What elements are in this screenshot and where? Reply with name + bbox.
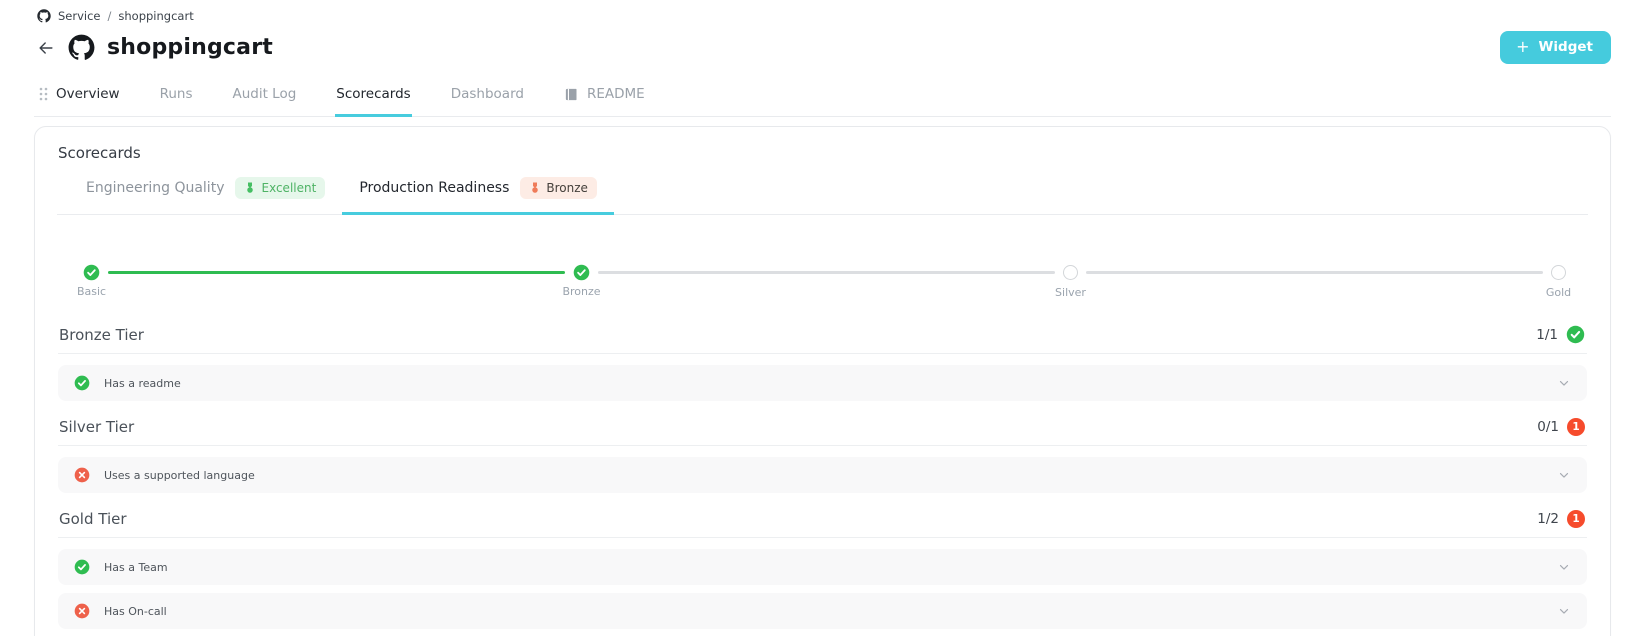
scorecards-card: Scorecards Engineering Quality Excellent… — [34, 126, 1611, 636]
tier-count: 1/2 — [1537, 511, 1559, 527]
rule-list: Has a readme — [58, 365, 1587, 401]
chevron-down-icon[interactable] — [1557, 376, 1571, 390]
rule-row-has-a-team[interactable]: Has a Team — [58, 549, 1587, 585]
subtab-production-readiness[interactable]: Production Readiness Bronze — [342, 167, 614, 215]
add-widget-button[interactable]: + Widget — [1500, 31, 1611, 64]
rule-row-uses-a-supported-language[interactable]: Uses a supported language — [58, 457, 1587, 493]
step-basic: Basic — [77, 264, 106, 298]
rule-row-has-a-readme[interactable]: Has a readme — [58, 365, 1587, 401]
step-bronze: Bronze — [562, 264, 601, 298]
tab-dashboard[interactable]: Dashboard — [450, 80, 525, 117]
rule-label: Has On-call — [104, 604, 167, 618]
bronze-badge-label: Bronze — [546, 181, 588, 195]
medal-icon — [529, 182, 541, 194]
back-button[interactable] — [36, 38, 56, 58]
page-title: shoppingcart — [107, 35, 273, 60]
rule-label: Uses a supported language — [104, 468, 255, 482]
tier-count: 0/1 — [1537, 419, 1559, 435]
tier-section-silver: Silver Tier 0/1 1 Uses a supported langu… — [58, 418, 1587, 493]
tier-stepper: Basic Bronze Silver Gold — [77, 264, 1571, 299]
x-circle-icon — [74, 467, 90, 483]
step-silver-label: Silver — [1055, 286, 1086, 299]
entity-header-left: shoppingcart — [34, 34, 273, 61]
x-circle-icon — [74, 603, 90, 619]
tier-score: 1/1 — [1536, 325, 1585, 344]
tab-runs-label: Runs — [159, 86, 193, 102]
step-gold: Gold — [1546, 265, 1571, 299]
stepper-segment-done — [108, 270, 565, 275]
tab-readme[interactable]: README — [563, 80, 646, 117]
subtab-engineering-quality[interactable]: Engineering Quality Excellent — [69, 167, 342, 215]
plus-icon: + — [1516, 37, 1530, 56]
tier-name: Silver Tier — [59, 418, 135, 436]
subtab-engineering-quality-label: Engineering Quality — [86, 180, 225, 196]
entity-tabs: Overview Runs Audit Log Scorecards Dashb… — [34, 80, 1611, 117]
empty-circle-icon — [1063, 265, 1078, 280]
tier-pass-icon — [1566, 325, 1585, 344]
step-silver: Silver — [1055, 265, 1086, 299]
tier-header: Gold Tier 1/2 1 — [58, 510, 1587, 538]
check-circle-icon — [74, 375, 90, 391]
bronze-badge: Bronze — [520, 177, 597, 199]
tier-score: 0/1 1 — [1537, 418, 1585, 436]
github-logo-icon — [68, 34, 95, 61]
tier-score: 1/2 1 — [1537, 510, 1585, 528]
breadcrumb-entity[interactable]: shoppingcart — [118, 9, 194, 23]
tier-fail-count-badge: 1 — [1567, 510, 1585, 528]
tab-audit-log-label: Audit Log — [232, 86, 297, 102]
subtab-production-readiness-label: Production Readiness — [359, 180, 510, 196]
tier-section-bronze: Bronze Tier 1/1 Has a readme — [58, 325, 1587, 401]
tier-header: Bronze Tier 1/1 — [58, 325, 1587, 354]
tier-name: Gold Tier — [59, 510, 127, 528]
rule-label: Has a readme — [104, 376, 181, 390]
tab-audit-log[interactable]: Audit Log — [231, 80, 297, 117]
tab-readme-label: README — [586, 86, 645, 102]
book-icon — [564, 87, 579, 102]
rule-row-has-on-call[interactable]: Has On-call — [58, 593, 1587, 629]
breadcrumb-service[interactable]: Service — [58, 9, 101, 23]
tab-runs[interactable]: Runs — [159, 80, 194, 117]
card-title: Scorecards — [58, 144, 141, 162]
scorecard-subtabs: Engineering Quality Excellent Production… — [57, 167, 1588, 215]
drag-handle-icon[interactable] — [39, 87, 48, 101]
medal-icon — [244, 182, 256, 194]
excellent-badge-label: Excellent — [261, 181, 317, 195]
empty-circle-icon — [1551, 265, 1566, 280]
tab-overview-label: Overview — [56, 86, 120, 102]
step-bronze-label: Bronze — [562, 285, 601, 298]
tier-name: Bronze Tier — [59, 325, 144, 344]
rule-label: Has a Team — [104, 560, 168, 574]
stepper-segment-pending — [598, 271, 1055, 274]
tier-section-gold: Gold Tier 1/2 1 Has a Team Has On-call — [58, 510, 1587, 629]
tier-count: 1/1 — [1536, 326, 1558, 343]
check-circle-icon — [573, 264, 590, 281]
chevron-down-icon[interactable] — [1557, 604, 1571, 618]
stepper-segment-pending — [1086, 271, 1543, 274]
chevron-down-icon[interactable] — [1557, 468, 1571, 482]
github-icon — [37, 9, 51, 23]
entity-header: shoppingcart + Widget — [34, 31, 1611, 64]
tab-scorecards[interactable]: Scorecards — [335, 80, 412, 117]
step-basic-label: Basic — [76, 285, 107, 298]
chevron-down-icon[interactable] — [1557, 560, 1571, 574]
breadcrumb-separator: / — [107, 9, 112, 23]
tier-list: Bronze Tier 1/1 Has a readme Sil — [57, 325, 1588, 629]
stepper-track: Basic Bronze Silver Gold — [77, 264, 1571, 299]
check-circle-icon — [83, 264, 100, 281]
tier-fail-count-badge: 1 — [1567, 418, 1585, 436]
check-circle-icon — [74, 559, 90, 575]
excellent-badge: Excellent — [235, 177, 326, 199]
tab-dashboard-label: Dashboard — [450, 86, 524, 102]
breadcrumb: Service / shoppingcart — [34, 0, 1611, 23]
tier-header: Silver Tier 0/1 1 — [58, 418, 1587, 446]
rule-list: Uses a supported language — [58, 457, 1587, 493]
step-gold-label: Gold — [1545, 286, 1572, 299]
tab-overview[interactable]: Overview — [38, 80, 121, 117]
tab-scorecards-label: Scorecards — [336, 86, 411, 102]
rule-list: Has a Team Has On-call — [58, 549, 1587, 629]
add-widget-label: Widget — [1538, 39, 1593, 55]
